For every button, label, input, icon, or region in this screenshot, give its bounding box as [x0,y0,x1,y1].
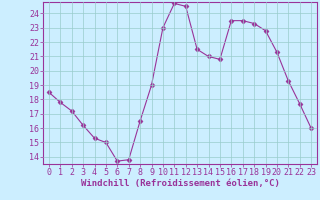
X-axis label: Windchill (Refroidissement éolien,°C): Windchill (Refroidissement éolien,°C) [81,179,279,188]
